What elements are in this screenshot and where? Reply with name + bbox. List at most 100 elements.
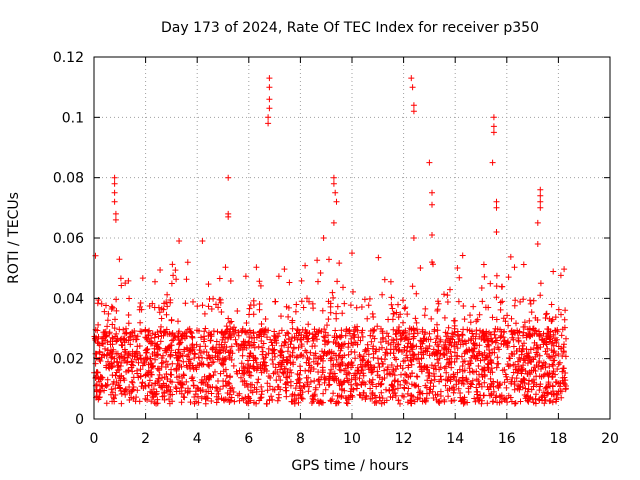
- data-point: [536, 359, 542, 366]
- data-point: [286, 279, 293, 286]
- data-point: [270, 361, 277, 367]
- data-point: [561, 266, 568, 273]
- data-point: [417, 391, 424, 398]
- data-point: [174, 360, 181, 367]
- data-point: [230, 389, 237, 395]
- data-point: [236, 367, 243, 374]
- data-point: [493, 272, 500, 279]
- data-point: [360, 353, 367, 360]
- data-point: [142, 334, 149, 341]
- data-point: [199, 379, 206, 386]
- data-point: [549, 339, 556, 346]
- data-point: [306, 362, 313, 369]
- data-point: [125, 320, 132, 327]
- data-point: [496, 393, 503, 400]
- data-point: [176, 388, 183, 395]
- data-point: [555, 351, 562, 357]
- data-point: [540, 330, 547, 337]
- data-point: [550, 362, 556, 369]
- data-point: [240, 338, 247, 345]
- data-point: [450, 331, 457, 338]
- data-point: [354, 367, 361, 374]
- data-point: [409, 352, 416, 359]
- data-point: [342, 332, 349, 339]
- data-point: [298, 395, 305, 401]
- data-point: [369, 368, 376, 375]
- data-point: [210, 328, 217, 335]
- data-point: [399, 348, 405, 355]
- data-point: [405, 340, 412, 347]
- data-point: [293, 301, 300, 308]
- data-point: [188, 333, 195, 340]
- axis-ticks: [93, 56, 611, 420]
- data-point: [350, 288, 356, 295]
- data-point: [460, 326, 467, 333]
- data-point: [195, 399, 202, 406]
- data-point: [362, 381, 369, 388]
- data-point: [489, 159, 496, 166]
- data-point: [157, 338, 164, 345]
- data-point: [108, 306, 115, 312]
- data-point: [104, 347, 111, 354]
- data-point: [158, 305, 165, 312]
- data-point: [478, 285, 485, 291]
- data-point: [497, 306, 504, 313]
- data-point: [520, 345, 526, 352]
- data-point: [253, 400, 260, 407]
- data-point: [206, 374, 213, 381]
- data-point: [382, 349, 389, 356]
- data-point: [364, 315, 371, 322]
- data-point: [314, 257, 321, 264]
- data-point: [155, 365, 162, 372]
- data-point: [166, 400, 173, 407]
- data-point: [492, 325, 499, 332]
- data-point: [538, 366, 544, 372]
- data-point: [552, 314, 559, 321]
- data-point: [530, 399, 537, 406]
- data-point: [277, 377, 284, 384]
- data-point: [343, 395, 350, 402]
- data-point: [409, 84, 416, 91]
- data-point: [369, 389, 376, 396]
- data-point: [465, 361, 472, 368]
- data-point: [197, 350, 204, 356]
- data-point: [400, 319, 406, 326]
- data-point: [436, 355, 443, 362]
- data-point: [137, 366, 144, 373]
- data-point: [543, 339, 550, 346]
- data-point: [310, 392, 317, 399]
- data-point: [223, 372, 230, 379]
- data-point: [315, 278, 321, 285]
- data-point: [131, 332, 138, 339]
- data-point: [539, 362, 546, 369]
- data-point: [397, 400, 403, 407]
- data-point: [143, 349, 150, 356]
- data-point: [362, 362, 368, 369]
- data-point: [405, 385, 412, 392]
- data-point: [320, 390, 327, 397]
- data-point: [160, 359, 166, 366]
- data-point: [250, 311, 257, 318]
- data-point: [338, 394, 345, 400]
- data-point: [320, 235, 327, 241]
- data-point: [475, 378, 482, 384]
- data-point: [228, 356, 235, 363]
- data-point: [306, 330, 313, 337]
- data-point: [473, 368, 480, 375]
- data-point: [192, 351, 199, 358]
- data-point: [545, 390, 552, 397]
- data-point: [370, 343, 377, 350]
- data-point: [137, 373, 144, 380]
- data-point: [473, 327, 480, 334]
- data-point: [486, 329, 493, 336]
- data-point: [441, 344, 448, 351]
- data-point: [509, 331, 516, 338]
- data-point: [403, 380, 410, 387]
- data-point: [293, 330, 300, 337]
- data-point: [409, 283, 416, 290]
- data-point: [216, 275, 223, 282]
- data-point: [417, 337, 424, 344]
- data-point: [219, 336, 226, 343]
- data-point: [267, 374, 274, 381]
- data-point: [401, 305, 408, 312]
